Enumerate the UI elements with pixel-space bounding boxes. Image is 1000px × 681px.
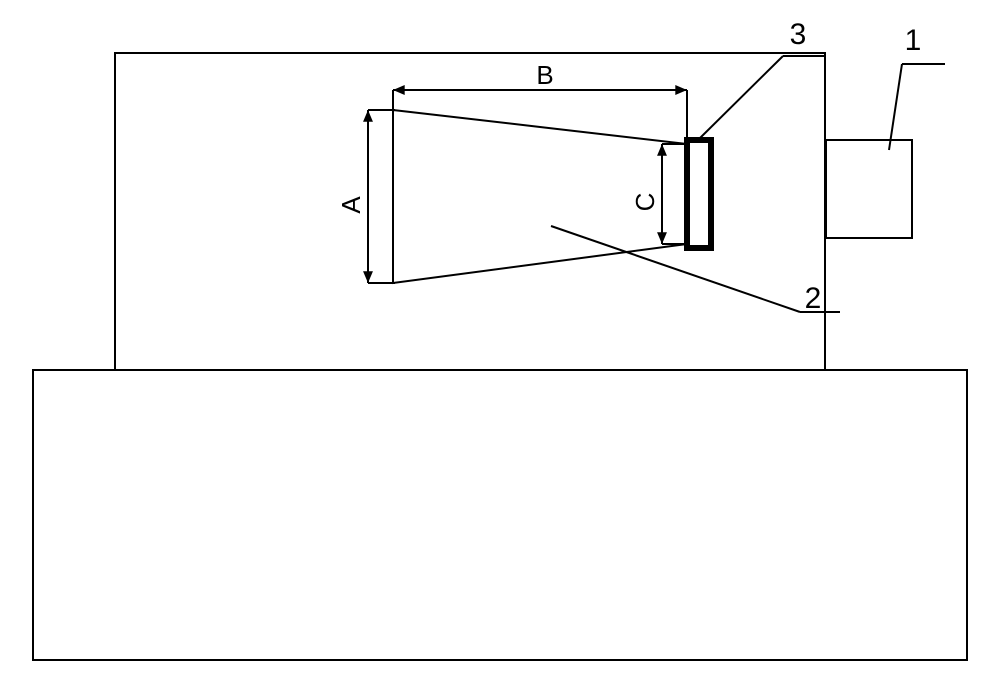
dim-c-label: C (630, 193, 660, 212)
callout-3-label: 3 (790, 18, 807, 51)
callout-2-label: 2 (805, 282, 822, 315)
callout-2-leader (551, 226, 800, 312)
dim-arrow (657, 144, 667, 156)
dim-a-label: A (336, 196, 366, 214)
callout-1-label: 1 (905, 24, 922, 57)
callout-1-leader (889, 64, 902, 150)
dim-arrow (675, 85, 687, 95)
upper-rect (115, 53, 825, 370)
dim-arrow (657, 232, 667, 244)
protrusion-rect (826, 140, 912, 238)
dim-arrow (393, 85, 405, 95)
dim-arrow (363, 110, 373, 122)
dim-b-label: B (536, 60, 553, 90)
dim-arrow (363, 271, 373, 283)
base-rect (33, 370, 967, 660)
thick-bar (687, 140, 711, 248)
callout-3-leader (698, 56, 783, 140)
